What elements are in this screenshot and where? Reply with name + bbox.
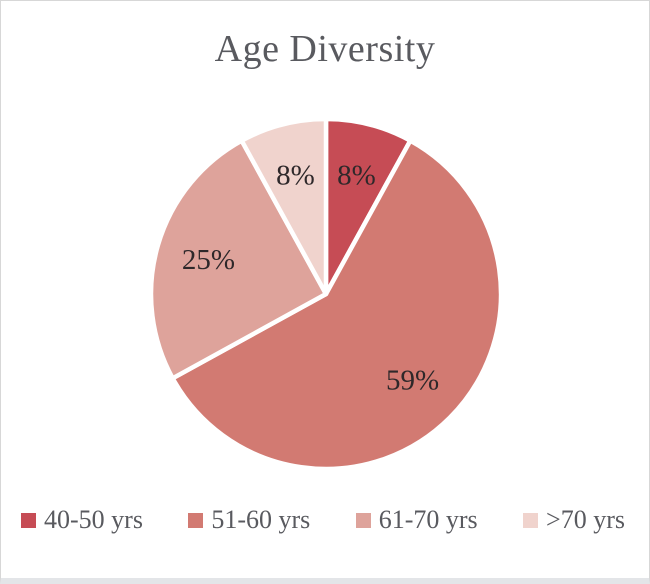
legend-marker-70-yrs <box>523 512 539 528</box>
slice-data-label-61-70-yrs: 25% <box>182 244 235 276</box>
pie-slice-70-yrs <box>239 116 329 297</box>
legend-label-51-60-yrs: 51-60 yrs <box>211 505 311 534</box>
chart-title: Age Diversity <box>214 28 436 70</box>
pie-slice-61-70-yrs <box>148 138 329 381</box>
legend-marker-51-60-yrs <box>188 512 204 528</box>
pie-slice-51-60-yrs <box>170 138 504 472</box>
legend-item-70-yrs: >70 yrs <box>523 505 625 535</box>
pie-chart: 8% 59% 25% 8% <box>148 116 504 472</box>
legend-label-40-50-yrs: 40-50 yrs <box>44 505 143 534</box>
slice-data-label-70-yrs: 8% <box>276 159 315 191</box>
legend-item-40-50-yrs: 40-50 yrs <box>21 505 143 535</box>
legend-marker-40-50-yrs <box>21 512 36 528</box>
legend-label-70-yrs: >70 yrs <box>546 505 625 534</box>
legend-marker-61-70-yrs <box>355 512 371 528</box>
legend: 40-50 yrs 51-60 yrs 61-70 yrs >70 yrs <box>1 505 649 535</box>
slice-data-label-51-60-yrs: 59% <box>386 365 439 397</box>
legend-item-51-60-yrs: 51-60 yrs <box>188 505 310 535</box>
slice-data-label-40-50-yrs: 8% <box>337 159 376 191</box>
legend-item-61-70-yrs: 61-70 yrs <box>355 505 478 535</box>
legend-label-61-70-yrs: 61-70 yrs <box>378 505 478 534</box>
